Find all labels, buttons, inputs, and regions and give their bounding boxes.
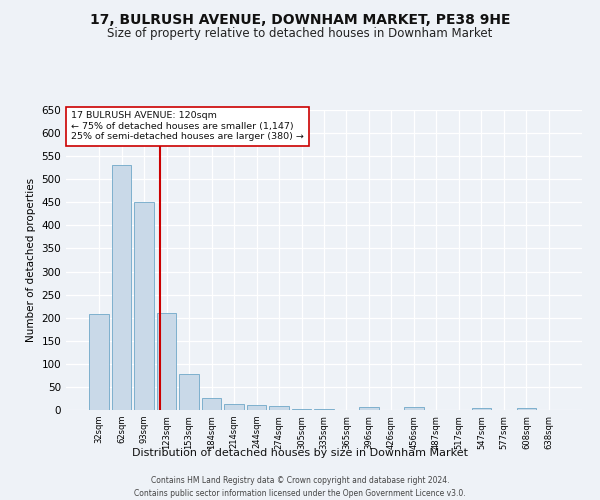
Bar — [134, 202, 154, 410]
Bar — [517, 408, 536, 410]
Bar — [404, 407, 424, 410]
Text: 17, BULRUSH AVENUE, DOWNHAM MARKET, PE38 9HE: 17, BULRUSH AVENUE, DOWNHAM MARKET, PE38… — [90, 12, 510, 26]
Text: Distribution of detached houses by size in Downham Market: Distribution of detached houses by size … — [132, 448, 468, 458]
Bar — [359, 407, 379, 410]
Y-axis label: Number of detached properties: Number of detached properties — [26, 178, 36, 342]
Text: Contains HM Land Registry data © Crown copyright and database right 2024.
Contai: Contains HM Land Registry data © Crown c… — [134, 476, 466, 498]
Bar — [224, 404, 244, 410]
Bar — [89, 314, 109, 410]
Bar — [202, 398, 221, 410]
Text: Size of property relative to detached houses in Downham Market: Size of property relative to detached ho… — [107, 28, 493, 40]
Bar — [472, 408, 491, 410]
Bar — [269, 406, 289, 410]
Text: 17 BULRUSH AVENUE: 120sqm
← 75% of detached houses are smaller (1,147)
25% of se: 17 BULRUSH AVENUE: 120sqm ← 75% of detac… — [71, 112, 304, 142]
Bar — [179, 374, 199, 410]
Bar — [157, 313, 176, 410]
Bar — [292, 408, 311, 410]
Bar — [247, 405, 266, 410]
Bar — [112, 166, 131, 410]
Bar — [314, 408, 334, 410]
